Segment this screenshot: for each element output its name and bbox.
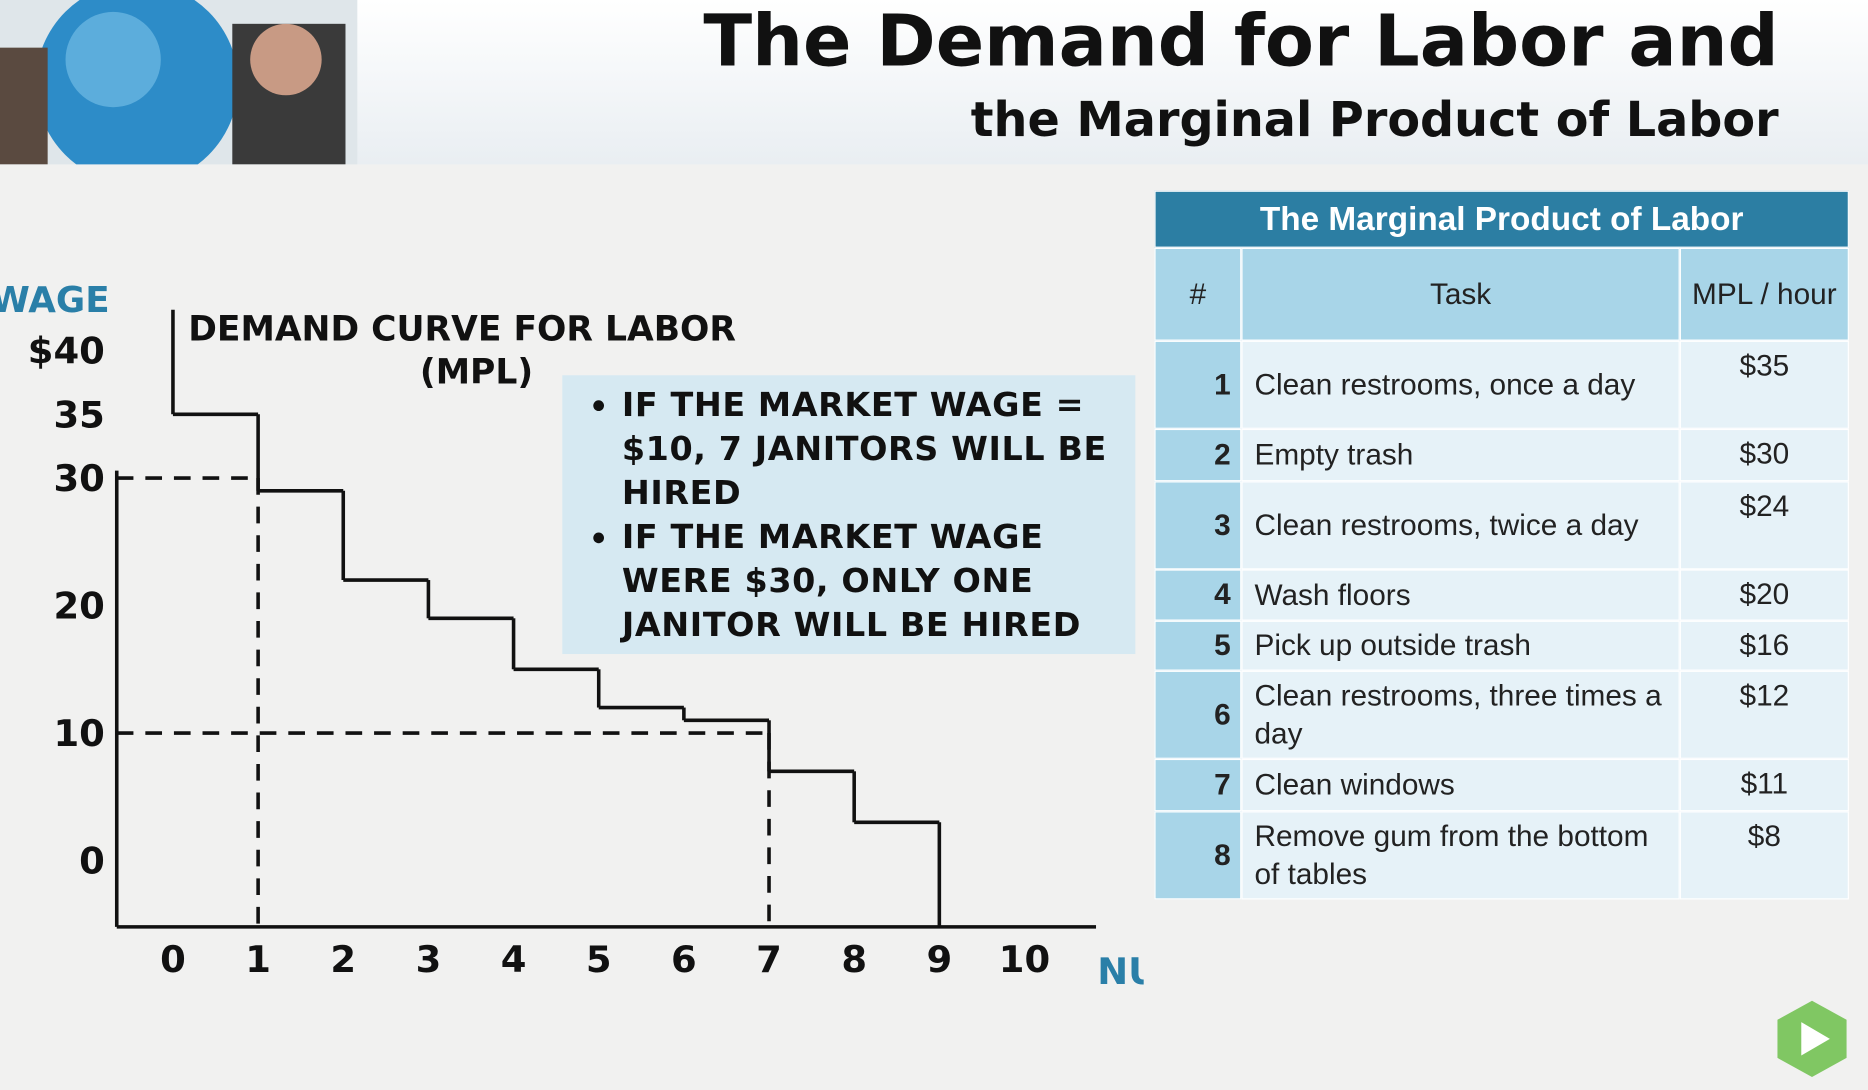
x-tick-label: 10 [999, 938, 1050, 981]
column-header: MPL / hour [1679, 247, 1849, 341]
cell-mpl: $11 [1679, 758, 1849, 812]
cell-mpl: $8 [1679, 811, 1849, 900]
table-header-row: # Task MPL / hour [1154, 247, 1849, 341]
x-tick-label: 8 [841, 938, 867, 981]
cell-num: 8 [1154, 811, 1242, 900]
table-row: 3 Clean restrooms, twice a day $24 [1154, 481, 1849, 570]
table-row: 7 Clean windows $11 [1154, 758, 1849, 812]
cell-num: 4 [1154, 569, 1242, 621]
cell-task: Wash floors [1241, 569, 1680, 621]
table-title: The Marginal Product of Labor [1154, 190, 1849, 248]
cell-num: 6 [1154, 670, 1242, 759]
cell-task: Clean restrooms, twice a day [1241, 481, 1680, 570]
chart: WAGE DEMAND CURVE FOR LABOR(MPL) NUMBER OF… [0, 280, 1144, 993]
x-axis-label-highlight: NUMBER [1097, 950, 1143, 993]
cell-task: Clean restrooms, three times a day [1241, 670, 1680, 759]
x-tick-label: 3 [416, 938, 442, 981]
table-row: 6 Clean restrooms, three times a day $12 [1154, 670, 1849, 759]
callout-list: IF THE MARKET WAGE = $10, 7 JANITORS WIL… [579, 382, 1121, 646]
y-tick-label: 35 [53, 393, 104, 436]
chart-title: DEMAND CURVE FOR LABOR [188, 310, 736, 350]
x-axis-label: NUMBER OF JANITORS [1097, 950, 1143, 993]
x-tick-label: 4 [501, 938, 527, 981]
mpl-table: The Marginal Product of Labor # Task MPL / … [1154, 190, 1849, 900]
y-tick-label: 20 [53, 585, 104, 628]
column-header: # [1154, 247, 1242, 341]
x-tick-label: 0 [160, 938, 186, 981]
cell-mpl: $16 [1679, 620, 1849, 671]
cell-task: Empty trash [1241, 428, 1680, 482]
cell-task: Clean windows [1241, 758, 1680, 812]
table-row: 8 Remove gum from the bottom of tables $8 [1154, 811, 1849, 900]
cell-task: Clean restrooms, once a day [1241, 340, 1680, 429]
cell-mpl: $20 [1679, 569, 1849, 621]
presenter-photo [0, 0, 358, 185]
subtitle: the Marginal Product of Labor [970, 92, 1779, 148]
cell-num: 2 [1154, 428, 1242, 482]
callout-item: IF THE MARKET WAGE WERE $30, ONLY ONE JA… [622, 515, 1121, 647]
table-row: 5 Pick up outside trash $16 [1154, 620, 1849, 671]
y-tick-label: 10 [53, 712, 104, 755]
play-button[interactable] [1775, 998, 1849, 1079]
table-row: 1 Clean restrooms, once a day $35 [1154, 340, 1849, 429]
y-axis-label: WAGE [0, 280, 110, 321]
y-tick-label: 30 [53, 457, 104, 500]
x-tick-label: 7 [756, 938, 782, 981]
table-row: 4 Wash floors $20 [1154, 569, 1849, 621]
cell-num: 1 [1154, 340, 1242, 429]
cell-mpl: $24 [1679, 481, 1849, 570]
cell-num: 7 [1154, 758, 1242, 812]
callout-item: IF THE MARKET WAGE = $10, 7 JANITORS WIL… [622, 382, 1121, 514]
cell-mpl: $35 [1679, 340, 1849, 429]
chart-title: (MPL) [420, 353, 533, 393]
cell-num: 5 [1154, 620, 1242, 671]
title: The Demand for Labor and [703, 0, 1779, 84]
cell-mpl: $30 [1679, 428, 1849, 482]
cell-task: Pick up outside trash [1241, 620, 1680, 671]
column-header: Task [1241, 247, 1680, 341]
banner: The Demand for Labor and the Marginal Pr… [0, 0, 1868, 185]
table-title-row: The Marginal Product of Labor [1154, 190, 1849, 248]
table-row: 2 Empty trash $30 [1154, 428, 1849, 482]
cell-num: 3 [1154, 481, 1242, 570]
x-tick-label: 9 [926, 938, 952, 981]
callout: IF THE MARKET WAGE = $10, 7 JANITORS WIL… [562, 375, 1136, 655]
y-tick-label: $40 [28, 330, 105, 373]
cell-mpl: $12 [1679, 670, 1849, 759]
x-tick-label: 2 [330, 938, 356, 981]
y-tick-label: 0 [79, 840, 105, 883]
x-tick-label: 1 [245, 938, 271, 981]
x-tick-label: 5 [586, 938, 612, 981]
x-tick-label: 6 [671, 938, 697, 981]
cell-task: Remove gum from the bottom of tables [1241, 811, 1680, 900]
